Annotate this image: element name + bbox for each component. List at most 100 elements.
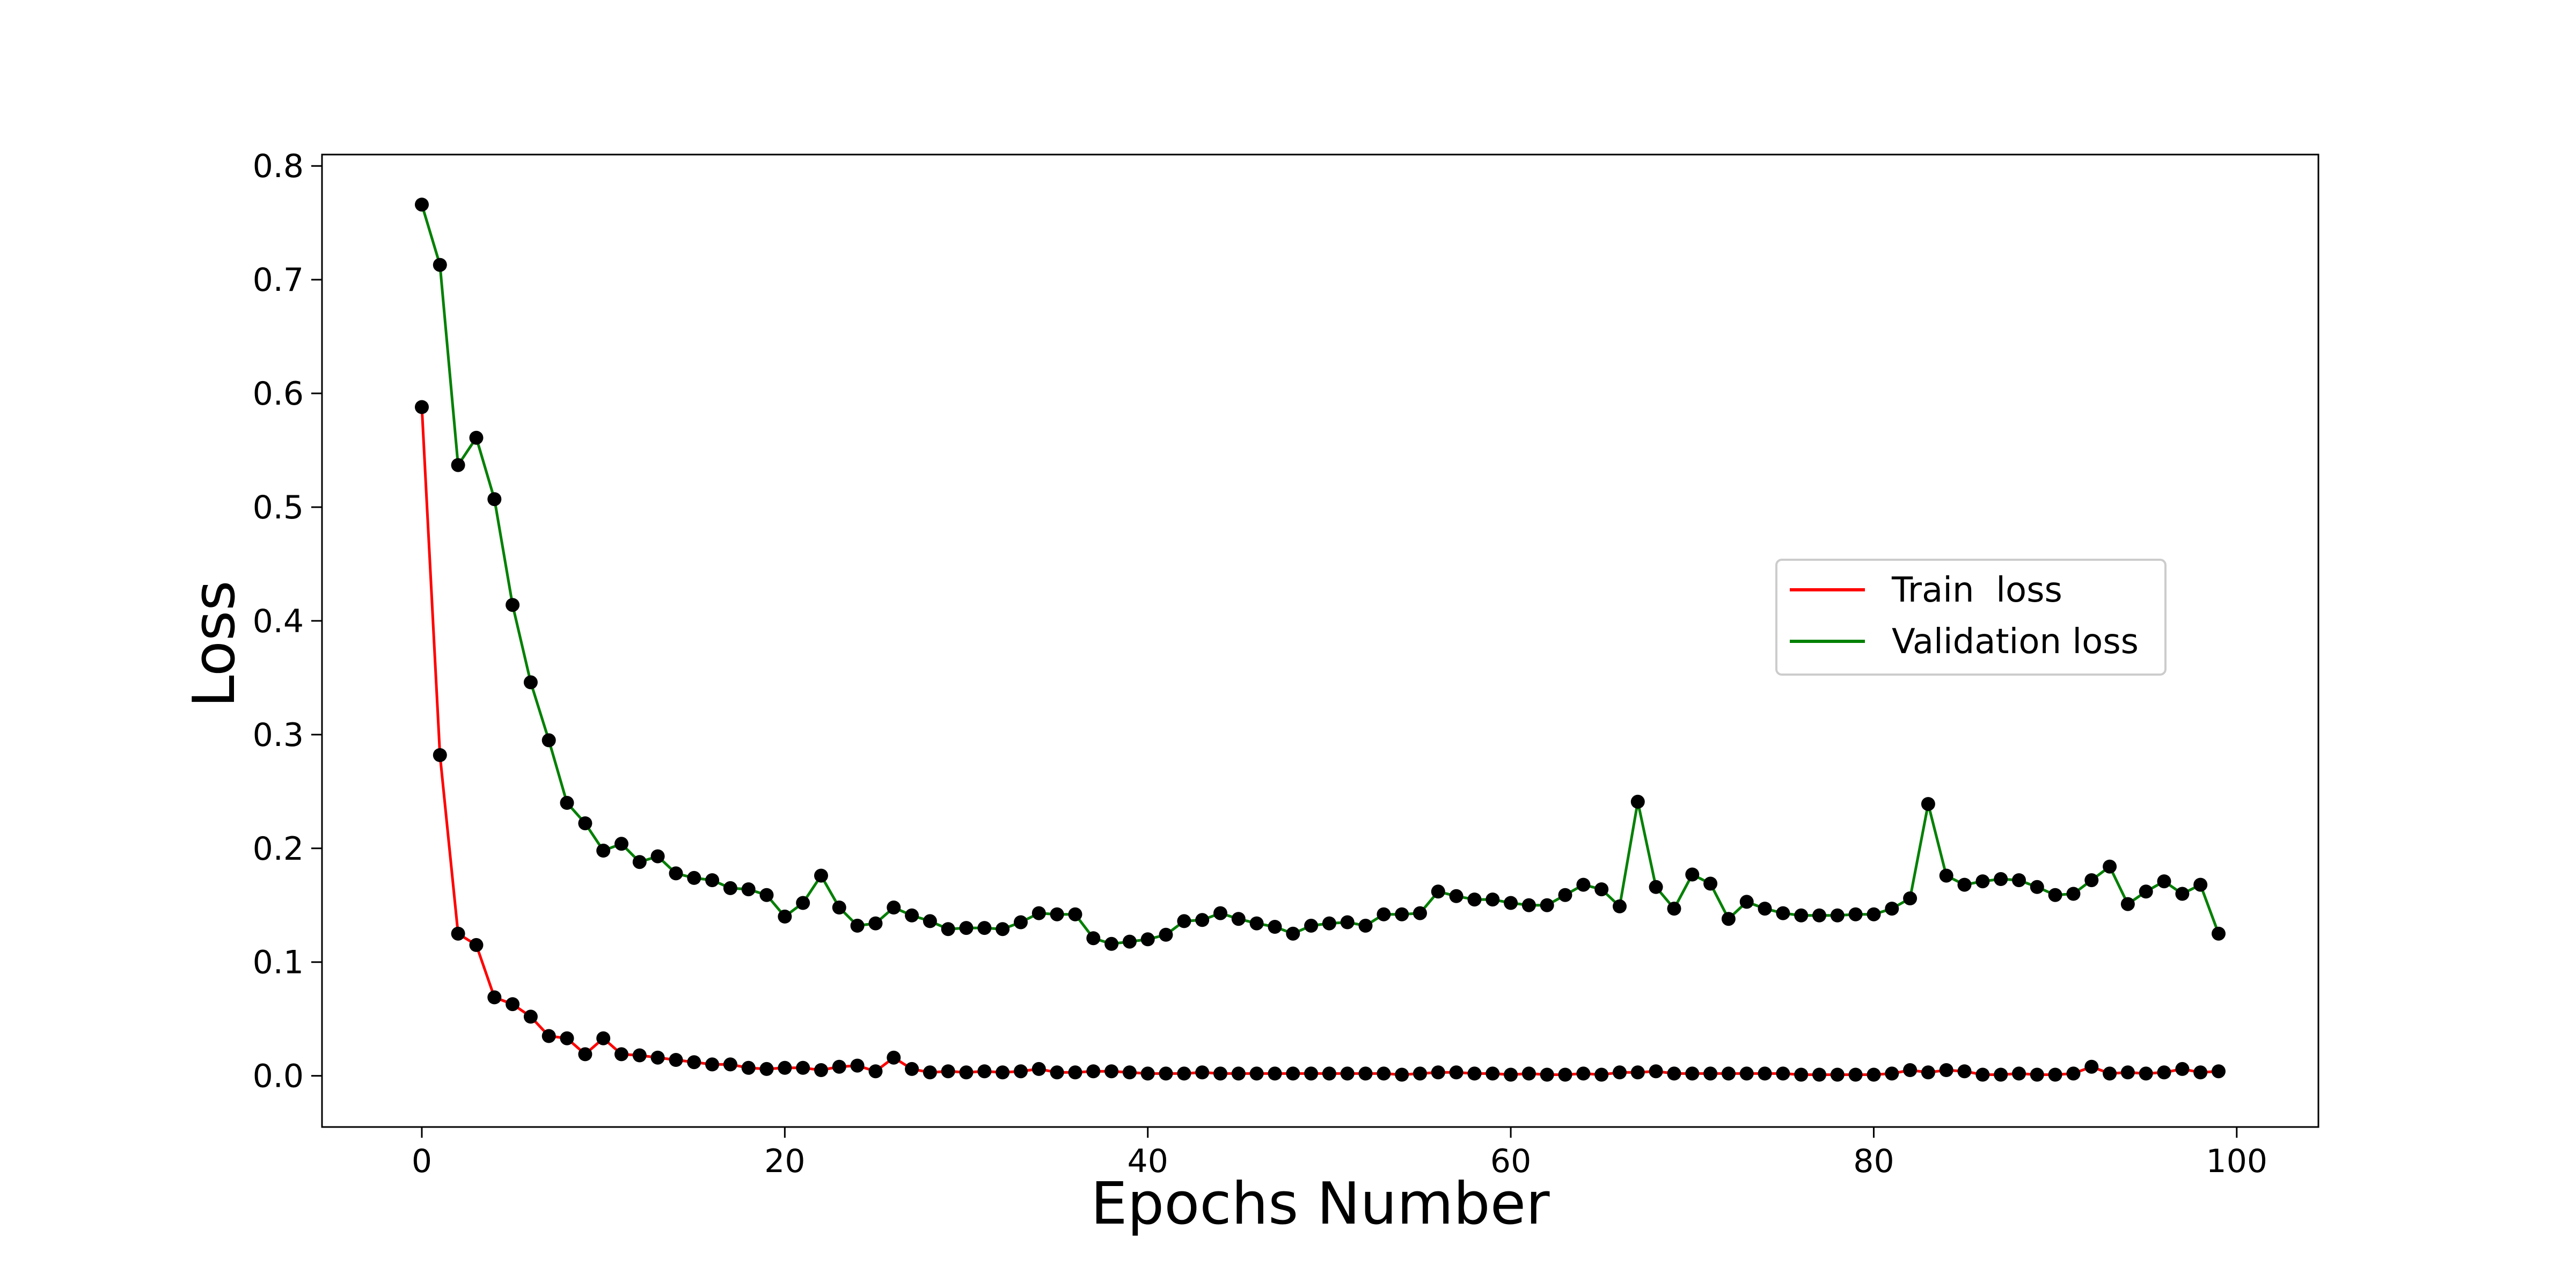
data-point (1649, 1064, 1663, 1079)
data-point (941, 1064, 955, 1079)
data-point (1830, 1067, 1845, 1082)
data-point (2157, 874, 2171, 889)
series-line (420, 204, 2220, 946)
data-point (977, 921, 992, 935)
y-tick-label: 0.7 (253, 261, 304, 299)
data-point (1667, 902, 1681, 916)
data-point (1249, 916, 1264, 931)
data-point (469, 938, 484, 952)
data-point (1268, 920, 1282, 934)
data-point (1231, 1066, 1246, 1081)
data-point (996, 922, 1010, 936)
data-point (705, 873, 720, 888)
y-tick-label: 0.2 (253, 830, 304, 868)
data-point (1630, 794, 1645, 809)
data-point (1286, 1066, 1300, 1081)
data-point (1630, 1065, 1645, 1080)
data-point (1177, 1066, 1191, 1081)
series-0 (415, 400, 2226, 1082)
data-point (1231, 912, 1246, 926)
data-point (905, 908, 919, 923)
data-point (415, 197, 429, 212)
data-point (2139, 884, 2153, 899)
data-point (2103, 1066, 2117, 1081)
data-point (1068, 1065, 1082, 1080)
data-point (1104, 936, 1119, 951)
x-tick-label: 100 (2206, 1143, 2268, 1180)
data-point (2175, 1062, 2190, 1076)
data-point (2012, 873, 2026, 888)
data-point (1358, 918, 1373, 933)
data-point (1957, 1064, 1972, 1079)
data-point (487, 990, 502, 1005)
data-point (1939, 868, 1953, 883)
data-point (1558, 888, 1572, 902)
data-point (1504, 1067, 1518, 1082)
data-point (1467, 892, 1482, 907)
x-tick-label: 60 (1490, 1143, 1531, 1180)
x-tick-label: 40 (1128, 1143, 1168, 1180)
x-tick-label: 20 (764, 1143, 805, 1180)
y-tick-label: 0.6 (253, 375, 304, 413)
data-point (487, 492, 502, 507)
data-point (1885, 1066, 1899, 1081)
data-point (541, 733, 556, 748)
data-point (669, 866, 683, 881)
data-point (1467, 1066, 1482, 1081)
data-point (814, 1063, 828, 1077)
data-point (1377, 1066, 1391, 1081)
data-point (778, 1060, 792, 1075)
y-tick-label: 0.5 (253, 489, 304, 526)
y-tick-label: 0.3 (253, 716, 304, 754)
data-point (2066, 887, 2081, 901)
data-point (1140, 932, 1155, 947)
data-point (506, 598, 520, 612)
data-point (433, 748, 447, 762)
data-point (1939, 1063, 1953, 1077)
data-point (596, 1031, 611, 1045)
data-point (1812, 908, 1826, 923)
data-point (796, 1060, 810, 1075)
data-point (1685, 867, 1700, 882)
plot-frame (321, 153, 2319, 1128)
data-point (1322, 916, 1336, 931)
data-point (2175, 887, 2190, 901)
data-point (1576, 1066, 1591, 1081)
data-point (1739, 1066, 1754, 1081)
data-point (1957, 877, 1972, 892)
data-point (1449, 1065, 1463, 1080)
data-point (1140, 1066, 1155, 1081)
data-point (2193, 1065, 2208, 1080)
data-point (523, 675, 538, 690)
data-point (1449, 889, 1463, 903)
y-tick-label: 0.0 (253, 1058, 304, 1095)
data-point (560, 796, 574, 810)
data-point (1975, 874, 1990, 889)
data-point (1377, 907, 1391, 921)
data-point (1903, 1063, 1918, 1077)
data-point (759, 888, 774, 902)
data-point (1086, 931, 1101, 946)
data-point (1667, 1066, 1681, 1081)
data-point (1703, 1066, 1718, 1081)
data-point (905, 1062, 919, 1076)
x-tick-label: 80 (1853, 1143, 1894, 1180)
data-point (832, 1059, 846, 1074)
x-axis-title: Epochs Number (1091, 1170, 1550, 1238)
data-point (596, 844, 611, 858)
y-axis: 0.0 0.1 0.2 0.3 0.4 0.5 0.6 0.7 0.8 (253, 148, 322, 1095)
data-point (560, 1031, 574, 1045)
data-point (1213, 1066, 1227, 1081)
data-point (415, 400, 429, 414)
data-point (1721, 1066, 1736, 1081)
data-point (1794, 1067, 1809, 1082)
legend-box (1775, 559, 2167, 676)
data-point (977, 1064, 992, 1079)
data-point (2193, 877, 2208, 892)
data-point (868, 1064, 883, 1079)
data-point (2030, 1067, 2044, 1082)
data-point (1068, 907, 1082, 921)
data-point (959, 921, 974, 935)
data-point (1848, 907, 1863, 921)
data-point (433, 258, 447, 272)
